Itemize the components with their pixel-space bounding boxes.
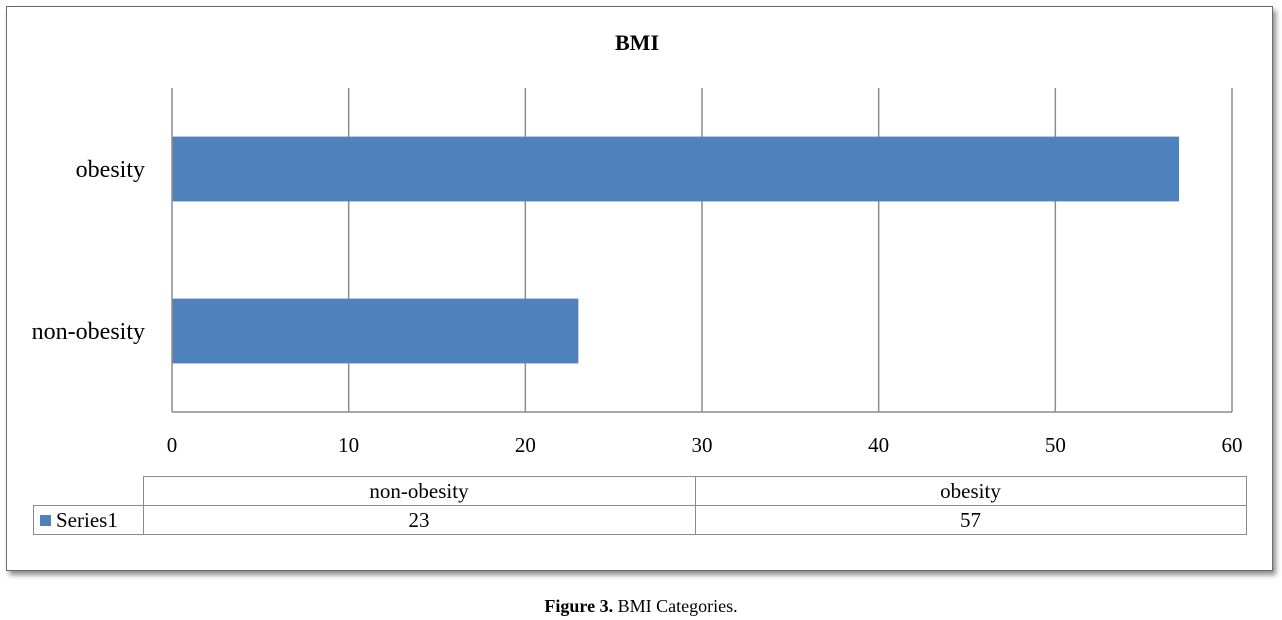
data-table-series-cell: Series1: [33, 505, 144, 535]
figure-caption-text: BMI Categories.: [613, 596, 738, 616]
data-table-cell: 23: [142, 505, 696, 535]
x-tick-label: 20: [515, 433, 536, 457]
data-table-cell: 57: [694, 505, 1247, 535]
x-tick-label: 50: [1045, 433, 1066, 457]
bars: [172, 136, 1179, 364]
x-tick-label: 60: [1222, 433, 1243, 457]
series-name: Series1: [56, 508, 118, 532]
figure-caption-label: Figure 3.: [544, 596, 614, 616]
axis-labels: 0 10 20 30 40 50 60 non-obesity obesity: [32, 157, 1243, 457]
bar: [172, 298, 579, 364]
data-table-corner: [33, 476, 144, 506]
y-category-label: non-obesity: [32, 319, 145, 345]
x-tick-label: 40: [868, 433, 889, 457]
data-table-header: non-obesity: [142, 476, 696, 506]
data-table-row: Series1 23 57: [33, 505, 1247, 535]
legend-key-icon: [40, 515, 51, 526]
figure-caption: Figure 3. BMI Categories.: [0, 596, 1282, 617]
x-tick-label: 10: [338, 433, 359, 457]
bar: [172, 136, 1179, 202]
chart-title: BMI: [615, 30, 659, 55]
y-category-label: obesity: [76, 157, 145, 183]
data-table: non-obesity obesity Series1 23 57: [33, 476, 1247, 535]
x-tick-label: 0: [167, 433, 178, 457]
axes: [171, 88, 1232, 413]
data-table-header-row: non-obesity obesity: [33, 476, 1247, 506]
x-tick-label: 30: [692, 433, 713, 457]
data-table-header: obesity: [694, 476, 1247, 506]
